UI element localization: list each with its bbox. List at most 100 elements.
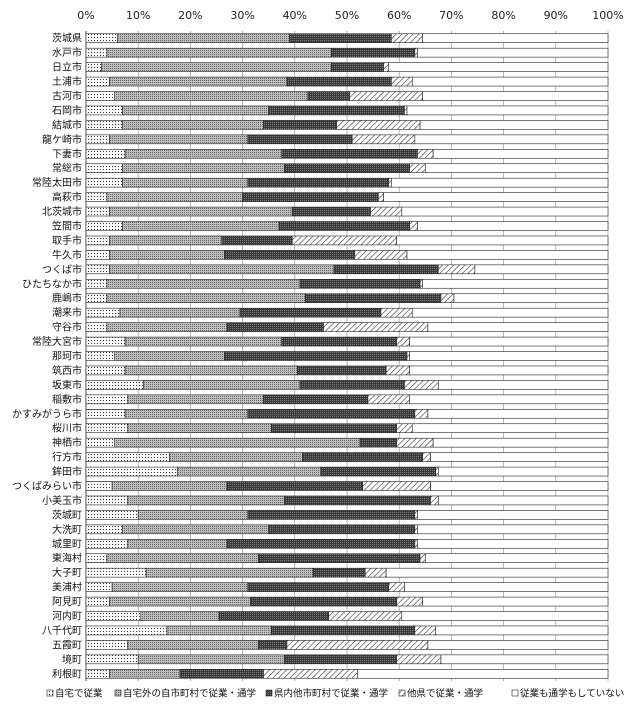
bar-segment <box>333 264 439 275</box>
bar-segment <box>85 452 170 462</box>
x-tick-label: 30% <box>230 9 254 22</box>
x-axis-ticks: 0% 10% 20% 30% 40% 50% 60% 70% 80% 90% 100% <box>77 9 623 22</box>
bar-segment <box>357 668 609 679</box>
category-label: 美浦村 <box>52 581 82 594</box>
bar-segment <box>432 149 609 159</box>
category-label: 取手市 <box>52 234 82 247</box>
bar-segment <box>411 307 609 318</box>
bar-segment <box>417 524 609 535</box>
bar-segment <box>354 250 408 260</box>
bar-segment <box>417 510 609 520</box>
bar-segment <box>268 105 405 116</box>
bar-segment <box>440 654 609 665</box>
bar-segment <box>109 235 223 246</box>
category-label: 日立市 <box>52 61 82 74</box>
bar-segment <box>109 264 335 275</box>
category-label: 城里町 <box>52 538 82 550</box>
x-tick-label: 20% <box>178 9 202 22</box>
bar-segment <box>85 149 126 159</box>
category-label: 茨城県 <box>52 32 82 45</box>
bar-segment <box>409 163 426 174</box>
category-label: 結城市 <box>52 118 82 131</box>
bar-segment <box>127 423 272 434</box>
category-label: 石岡市 <box>52 104 82 117</box>
bar-segment <box>385 365 410 376</box>
bar-segment <box>124 149 283 159</box>
category-label: 神栖市 <box>52 436 82 449</box>
bar-segment <box>122 524 270 535</box>
bar-segment <box>430 481 609 491</box>
bar-segment <box>438 380 609 390</box>
bar-segment <box>432 437 609 448</box>
category-label: 稲敷市 <box>52 393 82 406</box>
bar-segment <box>224 351 408 361</box>
bar-segment <box>474 264 609 275</box>
category-label: ひたちなか市 <box>22 277 82 290</box>
bar-segment <box>85 221 123 231</box>
category-label: 鉾田市 <box>52 465 82 478</box>
bar-segment <box>127 538 228 549</box>
bar-segment <box>438 495 609 506</box>
bar-segment <box>85 105 123 116</box>
bar-segment <box>106 192 243 202</box>
bar-segment <box>122 105 270 116</box>
bar-segment <box>122 221 280 231</box>
bar-segment <box>336 120 421 130</box>
bar-segment <box>380 307 413 318</box>
category-label: 古河市 <box>52 90 82 103</box>
bar-segment <box>417 47 609 58</box>
bar-segment <box>124 336 283 347</box>
bar-segment <box>378 192 384 202</box>
bar-segment <box>114 351 225 361</box>
bar-segment <box>221 235 293 246</box>
bar-segment <box>85 163 123 174</box>
bar-segment <box>85 495 129 506</box>
bar-segment <box>349 91 423 101</box>
legend-swatch <box>511 689 519 697</box>
bar-segment <box>143 380 301 390</box>
bar-segment <box>304 293 442 304</box>
bar-segment <box>85 437 116 448</box>
bar-segment <box>409 336 609 347</box>
bar-segment <box>106 322 228 332</box>
bar-segment <box>391 177 609 188</box>
category-label: 大洗町 <box>52 523 82 536</box>
bar-segment <box>385 567 609 578</box>
bar-segment <box>414 538 418 549</box>
bar-segment <box>119 307 241 318</box>
bar-segment <box>281 149 418 159</box>
bar-segment <box>263 668 358 679</box>
bar-segment <box>257 553 421 564</box>
category-label: 境町 <box>62 653 82 666</box>
bar-segment <box>409 394 609 405</box>
bar-segment <box>85 380 144 390</box>
bar-segment <box>85 582 113 592</box>
bar-segment <box>85 62 102 72</box>
bar-segment <box>396 596 423 607</box>
bar-segment <box>396 437 434 448</box>
category-label: 河内町 <box>52 610 82 623</box>
bar-segment <box>85 206 110 217</box>
bar-segment <box>85 553 108 564</box>
x-tick-label: 50% <box>335 9 359 22</box>
bar-segment <box>291 206 371 217</box>
category-label: 坂東市 <box>52 378 82 391</box>
bar-segment <box>404 105 408 116</box>
bar-segment <box>85 596 110 607</box>
bar-segment <box>440 293 455 304</box>
bar-segment <box>250 596 397 607</box>
bar-segment <box>422 33 609 44</box>
category-labels: 茨城県水戸市日立市土浦市古河市石岡市結城市龍ケ崎市下妻市常総市常陸太田市高萩市北… <box>12 32 82 681</box>
bar-segment <box>109 596 251 607</box>
bar-segment <box>166 625 272 636</box>
bar-segment <box>362 481 431 491</box>
bar-segment <box>127 640 259 650</box>
x-tick-label: 60% <box>387 9 411 22</box>
bar-segment <box>124 365 298 376</box>
bar-segment <box>414 408 429 419</box>
category-label: つくば市 <box>42 263 82 276</box>
bar-segment <box>85 91 116 101</box>
bar-segment <box>85 235 110 246</box>
bar-segment <box>85 423 129 434</box>
bar-segment <box>85 654 139 665</box>
